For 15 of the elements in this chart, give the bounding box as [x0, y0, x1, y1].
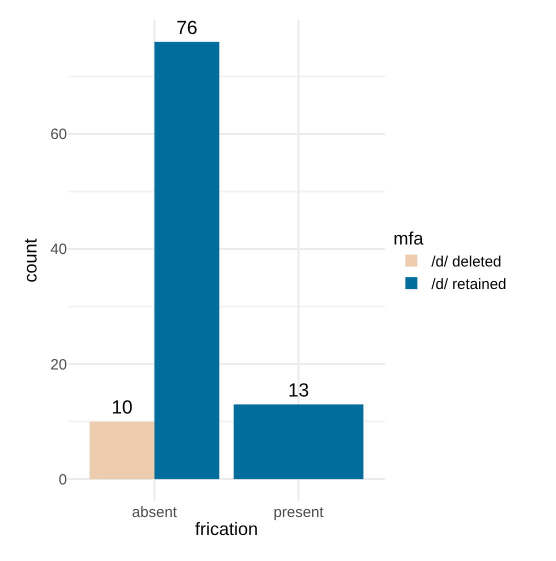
y-tick-label: 40	[50, 241, 67, 258]
data-label: 13	[288, 380, 310, 402]
y-tick-label: 20	[50, 356, 67, 374]
x-tick-label: present	[274, 504, 324, 521]
y-axis-title: count	[20, 238, 41, 283]
y-tick-label: 0	[58, 471, 67, 488]
bar	[90, 422, 154, 480]
x-axis-title: frication	[194, 519, 258, 540]
legend-title: mfa	[393, 228, 424, 248]
x-tick-label: absent	[132, 504, 178, 521]
legend-label: /d/ retained	[431, 276, 506, 293]
data-label: 76	[176, 18, 198, 39]
legend-label: /d/ deleted	[431, 254, 502, 270]
data-label: 10	[111, 398, 133, 419]
y-tick-label: 60	[50, 126, 67, 144]
